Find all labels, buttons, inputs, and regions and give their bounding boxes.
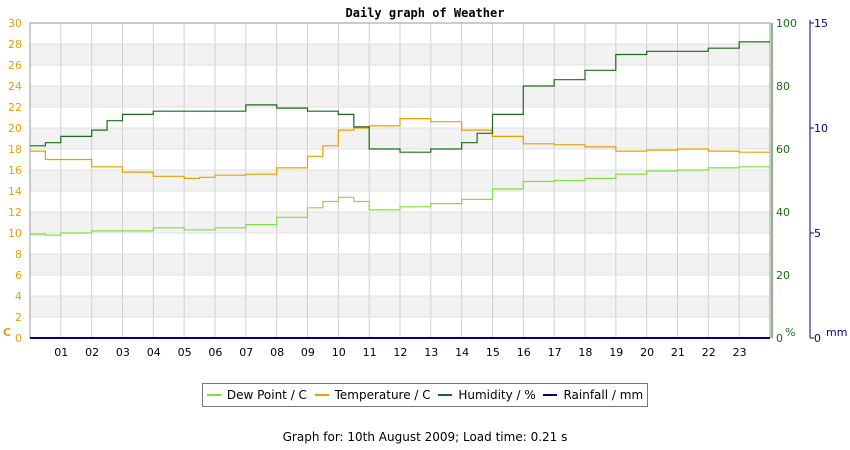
y-axis-unit-left: C <box>3 326 11 339</box>
y-tick-left: 30 <box>8 17 22 30</box>
x-tick-label: 16 <box>517 346 531 359</box>
x-tick-label: 18 <box>578 346 592 359</box>
chart-legend: Dew Point / C Temperature / C Humidity / %… <box>202 383 648 407</box>
x-tick-label: 03 <box>116 346 130 359</box>
legend-swatch <box>438 394 453 396</box>
x-tick-label: 02 <box>85 346 99 359</box>
x-tick-label: 10 <box>332 346 346 359</box>
y-tick-humidity: 60 <box>776 143 790 156</box>
y-axis-unit-humidity: % <box>785 326 795 339</box>
x-tick-label: 20 <box>640 346 654 359</box>
legend-swatch <box>314 394 329 396</box>
y-tick-humidity: 80 <box>776 80 790 93</box>
chart-title: Daily graph of Weather <box>345 6 505 20</box>
y-tick-humidity: 40 <box>776 206 790 219</box>
legend-entry: Temperature / C <box>314 388 431 402</box>
series-line-dew <box>30 166 770 236</box>
x-tick-label: 14 <box>455 346 469 359</box>
y-tick-left: 4 <box>15 290 22 303</box>
y-tick-humidity: 0 <box>776 332 783 345</box>
legend-label: Dew Point / C <box>226 388 307 402</box>
y-tick-left: 22 <box>8 101 22 114</box>
y-tick-rain: 0 <box>814 332 821 345</box>
x-tick-label: 22 <box>702 346 716 359</box>
legend-swatch <box>543 394 558 396</box>
y-tick-left: 10 <box>8 227 22 240</box>
x-tick-label: 05 <box>178 346 192 359</box>
y-tick-humidity: 20 <box>776 269 790 282</box>
x-tick-label: 23 <box>733 346 747 359</box>
legend-entry: Rainfall / mm <box>543 388 643 402</box>
x-tick-label: 08 <box>270 346 284 359</box>
y-tick-left: 18 <box>8 143 22 156</box>
y-tick-left: 6 <box>15 269 22 282</box>
x-tick-label: 01 <box>54 346 68 359</box>
graph-footer: Graph for: 10th August 2009; Load time: … <box>282 430 568 444</box>
legend-entry: Dew Point / C <box>206 388 307 402</box>
legend-label: Humidity / % <box>458 388 536 402</box>
y-axis-unit-rain: mm <box>826 326 847 339</box>
y-tick-rain: 15 <box>814 17 828 30</box>
y-tick-left: 2 <box>15 311 22 324</box>
y-tick-left: 0 <box>15 332 22 345</box>
series-line-humidity <box>30 41 770 153</box>
legend-swatch <box>206 394 221 396</box>
y-tick-left: 28 <box>8 38 22 51</box>
x-tick-label: 09 <box>301 346 315 359</box>
y-tick-left: 26 <box>8 59 22 72</box>
y-tick-left: 14 <box>8 185 22 198</box>
y-tick-left: 16 <box>8 164 22 177</box>
x-tick-label: 04 <box>147 346 161 359</box>
y-tick-rain: 5 <box>814 227 821 240</box>
series-line-temperature <box>30 118 770 179</box>
y-tick-humidity: 100 <box>776 17 797 30</box>
x-tick-label: 06 <box>208 346 222 359</box>
x-tick-label: 13 <box>424 346 438 359</box>
legend-label: Temperature / C <box>334 388 431 402</box>
x-tick-label: 11 <box>363 346 377 359</box>
y-tick-left: 8 <box>15 248 22 261</box>
x-tick-label: 19 <box>609 346 623 359</box>
y-tick-rain: 10 <box>814 122 828 135</box>
x-tick-label: 21 <box>671 346 685 359</box>
y-tick-left: 12 <box>8 206 22 219</box>
x-tick-label: 12 <box>393 346 407 359</box>
y-tick-left: 24 <box>8 80 22 93</box>
y-tick-left: 20 <box>8 122 22 135</box>
x-tick-label: 15 <box>486 346 500 359</box>
legend-entry: Humidity / % <box>438 388 536 402</box>
x-tick-label: 17 <box>548 346 562 359</box>
legend-label: Rainfall / mm <box>563 388 644 402</box>
x-tick-label: 07 <box>239 346 253 359</box>
